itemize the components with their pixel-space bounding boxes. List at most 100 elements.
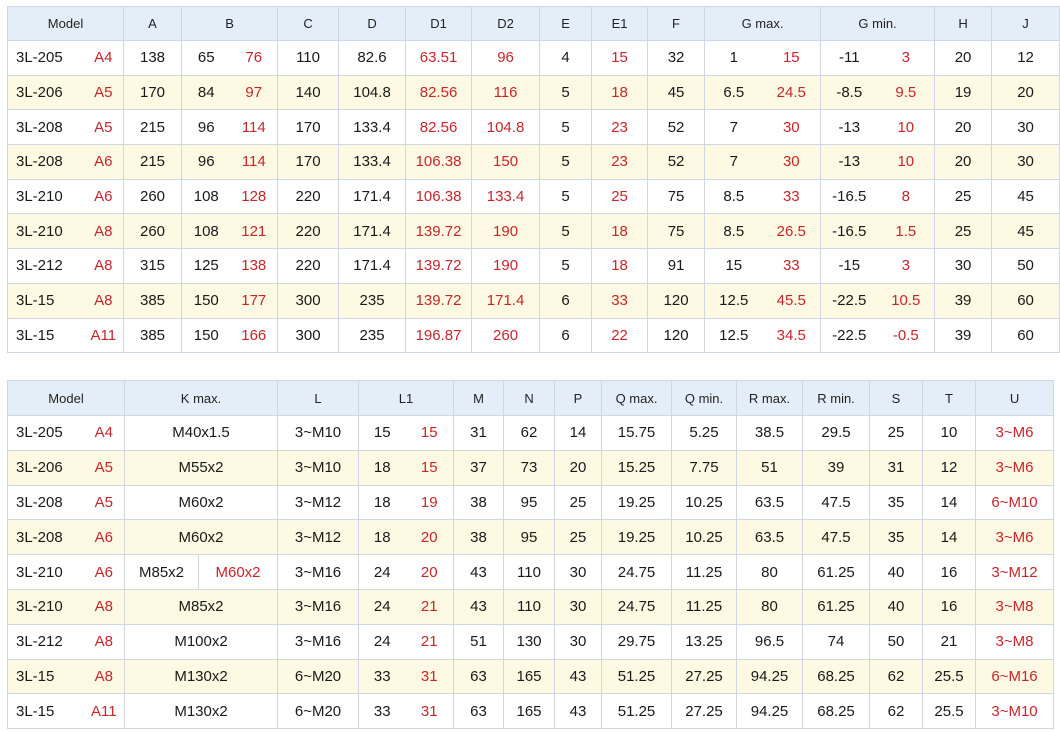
cell-c: 300 <box>277 282 340 319</box>
cell-b-alt: 97 <box>230 74 279 111</box>
cell-d1: 82.56 <box>405 109 473 146</box>
table-row: 3L-15 A11 M130x2 6~M20 33 31 63 165 43 51.25 27.25… <box>7 693 1055 730</box>
cell-s: 62 <box>869 693 924 730</box>
cell-k-max: M40x1.5 <box>124 415 279 451</box>
cell-l1: 18 <box>358 449 406 486</box>
cell-e: 5 <box>539 248 593 284</box>
cell-b-alt: 138 <box>230 248 279 284</box>
col-header-q-max: Q max. <box>601 380 673 416</box>
cell-b-alt: 128 <box>230 178 279 215</box>
cell-m: 37 <box>453 449 505 486</box>
cell-j: 30 <box>991 109 1060 146</box>
col-header-p: P <box>554 380 603 416</box>
cell-g-min-alt: 10.5 <box>877 282 936 319</box>
cell-h: 20 <box>934 40 993 76</box>
cell-e1: 18 <box>591 74 649 111</box>
cell-g-min-alt: 10 <box>877 109 936 146</box>
cell-g-min-alt: 8 <box>877 178 936 215</box>
table-header-row: Model A B C D D1 D2 E E1 F G max. G min.… <box>6 6 1060 41</box>
cell-q-min: 5.25 <box>671 415 738 451</box>
cell-r-max: 63.5 <box>736 519 804 556</box>
cell-u: 6~M10 <box>975 484 1055 521</box>
cell-m: 38 <box>453 519 505 556</box>
col-header-model: Model <box>6 6 125 41</box>
cell-l1-alt: 20 <box>405 519 455 556</box>
cell-n: 62 <box>503 415 556 451</box>
cell-g-max: 12.5 <box>704 282 763 319</box>
cell-q-min: 27.25 <box>671 693 738 730</box>
cell-j: 60 <box>991 282 1060 319</box>
cell-u: 3~M8 <box>975 623 1055 660</box>
cell-n: 95 <box>503 484 556 521</box>
cell-p: 25 <box>554 519 603 556</box>
cell-l: 3~M16 <box>277 588 360 625</box>
cell-d1: 106.38 <box>405 178 473 215</box>
table-row: 3L-15 A8 M130x2 6~M20 33 31 63 165 43 51.25 27.25 9… <box>7 658 1055 695</box>
cell-size: A6 <box>83 519 126 556</box>
cell-a: 138 <box>123 40 183 76</box>
cell-model: 3L-206 <box>7 74 84 111</box>
cell-j: 30 <box>991 144 1060 180</box>
cell-l1: 33 <box>358 658 406 695</box>
cell-g-min-alt: 3 <box>877 248 936 284</box>
cell-model: 3L-210 <box>7 554 84 590</box>
cell-d2: 260 <box>471 317 541 354</box>
cell-model: 3L-208 <box>7 484 84 521</box>
cell-g-min: -16.5 <box>820 178 878 215</box>
cell-r-max: 51 <box>736 449 804 486</box>
cell-b: 108 <box>181 178 231 215</box>
cell-d: 171.4 <box>338 213 407 250</box>
cell-k-max: M60x2 <box>124 484 279 521</box>
cell-q-max: 15.75 <box>601 415 673 451</box>
cell-f: 75 <box>647 178 706 215</box>
dimensions-table-1: Model A B C D D1 D2 E E1 F G max. G min.… <box>6 6 1060 354</box>
cell-k-max: M100x2 <box>124 623 279 660</box>
cell-l1: 24 <box>358 554 406 590</box>
col-header-l1: L1 <box>358 380 455 416</box>
table-header-row: Model K max. L L1 M N P Q max. Q min. R … <box>6 380 1055 416</box>
cell-j: 12 <box>991 40 1060 76</box>
cell-size: A6 <box>83 178 125 215</box>
cell-f: 120 <box>647 317 706 354</box>
cell-a: 170 <box>123 74 183 111</box>
cell-c: 220 <box>277 248 340 284</box>
col-header-d: D <box>338 6 407 41</box>
cell-model: 3L-210 <box>7 588 84 625</box>
col-header-r-max: R max. <box>736 380 804 416</box>
cell-b-alt: 114 <box>230 109 279 146</box>
cell-c: 170 <box>277 144 340 180</box>
table-row: 3L-210 A6 M85x2 M60x2 3~M16 24 20 43 110 30 24.75 1… <box>7 554 1055 590</box>
cell-c: 220 <box>277 213 340 250</box>
cell-d1: 63.51 <box>405 40 473 76</box>
table-row: 3L-210 A6 260 108 128 220 171.4 106.38 133.4 5 25 7… <box>7 178 1060 215</box>
cell-model: 3L-210 <box>7 178 84 215</box>
cell-d1: 139.72 <box>405 213 473 250</box>
cell-model: 3L-15 <box>7 317 84 354</box>
cell-g-max-alt: 15 <box>762 40 822 76</box>
cell-e: 5 <box>539 178 593 215</box>
cell-j: 45 <box>991 178 1060 215</box>
cell-p: 43 <box>554 658 603 695</box>
col-header-b: B <box>181 6 279 41</box>
cell-k-max: M85x2 <box>124 554 200 590</box>
cell-e1: 23 <box>591 109 649 146</box>
cell-l1-alt: 21 <box>405 623 455 660</box>
cell-g-max-alt: 34.5 <box>762 317 822 354</box>
cell-q-max: 51.25 <box>601 658 673 695</box>
cell-b: 108 <box>181 213 231 250</box>
cell-q-min: 27.25 <box>671 658 738 695</box>
cell-d: 171.4 <box>338 178 407 215</box>
cell-g-min-alt: 3 <box>877 40 936 76</box>
cell-q-min: 13.25 <box>671 623 738 660</box>
cell-t: 12 <box>922 449 977 486</box>
cell-s: 40 <box>869 588 924 625</box>
cell-s: 62 <box>869 658 924 695</box>
cell-a: 260 <box>123 178 183 215</box>
cell-r-max: 94.25 <box>736 693 804 730</box>
cell-e: 5 <box>539 109 593 146</box>
cell-a: 260 <box>123 213 183 250</box>
cell-e1: 23 <box>591 144 649 180</box>
cell-size: A5 <box>83 74 125 111</box>
cell-g-max-alt: 33 <box>762 178 822 215</box>
cell-c: 300 <box>277 317 340 354</box>
